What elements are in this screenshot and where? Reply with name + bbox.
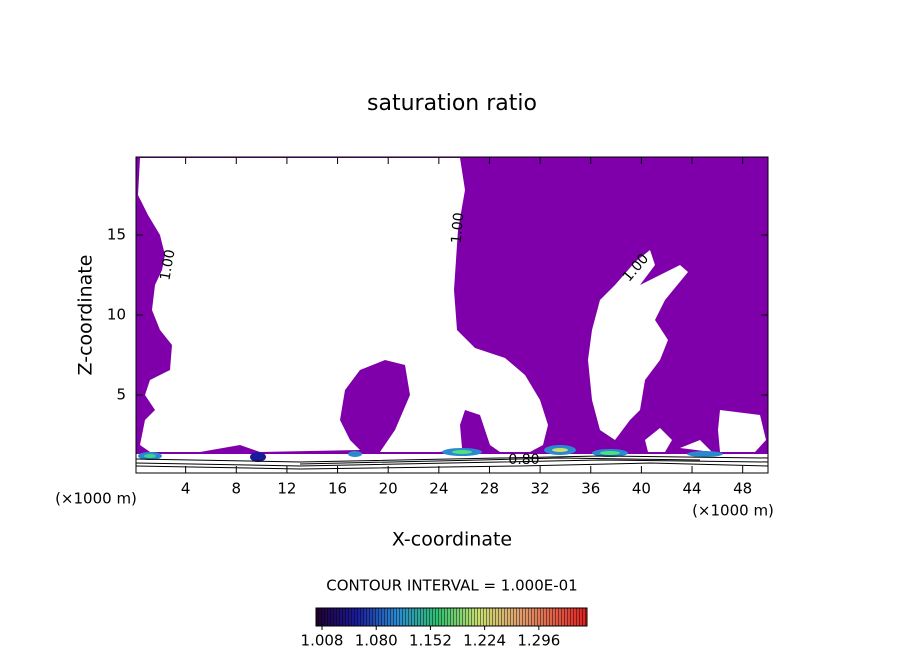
y-tick-label: 5	[116, 386, 126, 404]
x-axis-label: X-coordinate	[392, 529, 512, 551]
x-tick-label: 24	[429, 480, 448, 498]
x-tick-label: 36	[581, 480, 600, 498]
contour-lines	[135, 455, 769, 470]
region-white	[588, 250, 688, 440]
x-tick-label: 16	[328, 480, 347, 498]
y-tick-label: 15	[107, 226, 126, 244]
colorbar-tick-label: 1.080	[355, 632, 398, 650]
x-tick-label: 44	[682, 480, 701, 498]
x-tick-label: 4	[181, 480, 191, 498]
contour-label: 0.80	[508, 452, 539, 468]
colorbar-tick-label: 1.152	[409, 632, 452, 650]
colorbar-tick-label: 1.008	[301, 632, 344, 650]
colorbar-tick-label: 1.224	[463, 632, 506, 650]
chart-title: saturation ratio	[367, 91, 537, 116]
contour-label: 1.00	[449, 212, 468, 244]
colorbar-tick-label: 1.296	[517, 632, 560, 650]
contour-interval: CONTOUR INTERVAL = 1.000E-01	[326, 577, 577, 595]
peak-blobs	[138, 445, 723, 462]
x-tick-label: 8	[232, 480, 242, 498]
contour-label: 1.00	[157, 248, 178, 281]
y-axis-label: Z-coordinate	[75, 255, 97, 376]
x-tick-label: 20	[379, 480, 398, 498]
x-unit: (×1000 m)	[692, 502, 774, 520]
y-unit: (×1000 m)	[55, 490, 137, 508]
x-tick-label: 28	[480, 480, 499, 498]
y-tick-label: 10	[107, 306, 126, 324]
region-white	[645, 410, 766, 452]
colorbar-frame	[315, 607, 588, 627]
x-tick-label: 32	[531, 480, 550, 498]
plot-area	[135, 156, 769, 474]
region-white	[138, 158, 548, 452]
x-tick-label: 12	[277, 480, 296, 498]
x-tick-label: 40	[632, 480, 651, 498]
x-tick-label: 48	[733, 480, 752, 498]
